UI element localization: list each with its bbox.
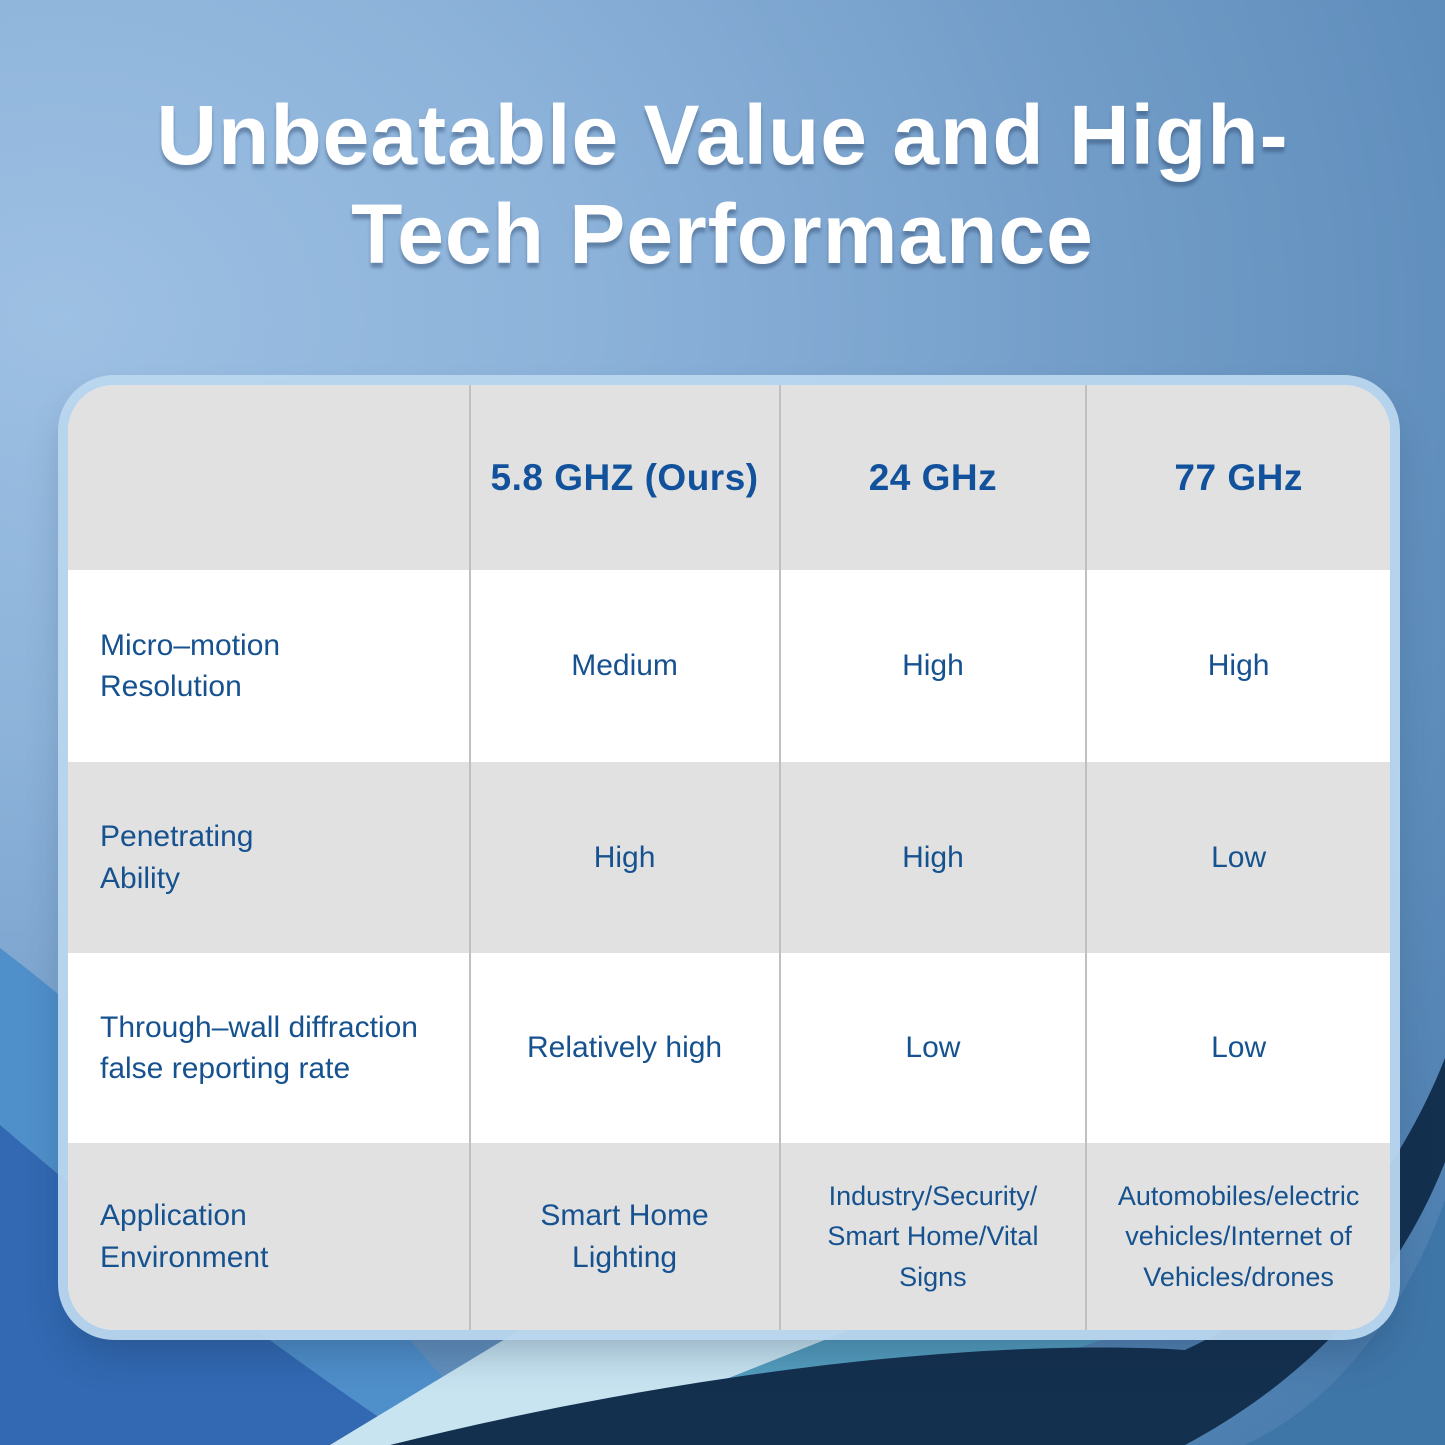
column-header-77ghz: 77 GHz bbox=[1085, 385, 1390, 570]
cell-value: Smart Home Lighting bbox=[468, 1143, 779, 1330]
row-label: Penetrating Ability bbox=[100, 820, 254, 895]
wave-navy bbox=[390, 1058, 1445, 1445]
cell-value: High bbox=[468, 762, 779, 953]
comparison-table: 5.8 GHZ (Ours) 24 GHz 77 GHz Micro–motio… bbox=[68, 385, 1390, 1330]
table-header-row: 5.8 GHZ (Ours) 24 GHz 77 GHz bbox=[68, 385, 1390, 570]
column-header-24ghz: 24 GHz bbox=[778, 385, 1086, 570]
table-row-through-wall-diffraction: Through–wall diffraction false reporting… bbox=[68, 953, 1390, 1143]
page-title: Unbeatable Value and High- Tech Performa… bbox=[156, 88, 1289, 281]
row-label: Application Environment bbox=[100, 1199, 269, 1274]
cell-value: Low bbox=[1085, 953, 1390, 1143]
wave-deep-blue-left bbox=[0, 1125, 420, 1445]
row-label: Micro–motion Resolution bbox=[100, 628, 281, 703]
cell-value: Industry/Security/ Smart Home/Vital Sign… bbox=[778, 1143, 1086, 1330]
cell-value: Medium bbox=[468, 570, 779, 762]
table-corner-cell bbox=[68, 385, 469, 570]
cell-value: High bbox=[778, 762, 1086, 953]
cell-value: High bbox=[1085, 570, 1390, 762]
wave-light-cyan-sliver bbox=[330, 1330, 850, 1445]
table-row-penetrating-ability: Penetrating Ability High High Low bbox=[68, 762, 1390, 953]
column-header-5-8ghz: 5.8 GHZ (Ours) bbox=[468, 385, 779, 570]
cell-value: Automobiles/electric vehicles/Internet o… bbox=[1085, 1143, 1390, 1330]
cell-value: Low bbox=[778, 953, 1086, 1143]
cell-value: Relatively high bbox=[468, 953, 779, 1143]
table-row-application-environment: Application Environment Smart Home Light… bbox=[68, 1143, 1390, 1330]
table-row-micro-motion-resolution: Micro–motion Resolution Medium High High bbox=[68, 570, 1390, 762]
cell-value: Low bbox=[1085, 762, 1390, 953]
row-label: Through–wall diffraction false reporting… bbox=[100, 1010, 418, 1085]
wave-corner-blue bbox=[1245, 1200, 1445, 1445]
cell-value: High bbox=[778, 570, 1086, 762]
